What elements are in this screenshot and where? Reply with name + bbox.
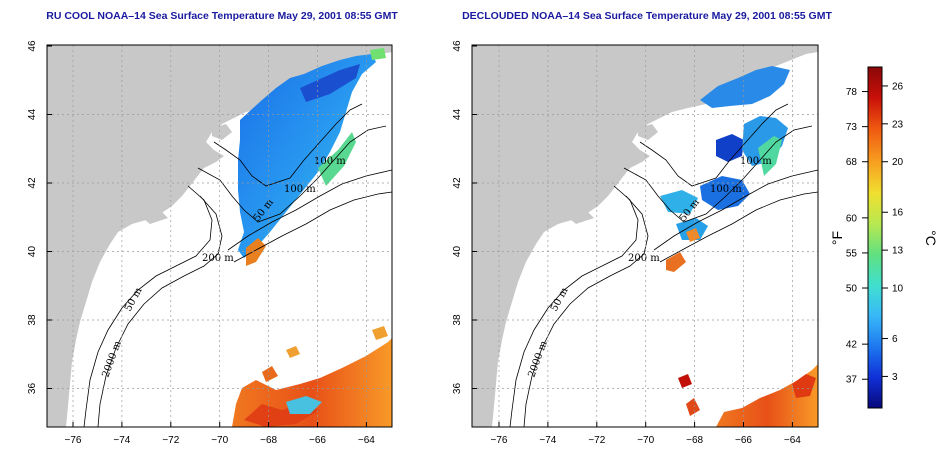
right-contours: [509, 103, 819, 428]
lat-tick-label: 46: [27, 40, 38, 52]
left-grid: [47, 45, 392, 427]
fahrenheit-tick-label: 42: [846, 340, 858, 351]
lon-tick-label: −74: [113, 435, 130, 446]
left-contours: [83, 103, 393, 428]
right-axes: 46 44 42 40 38 36 −76 −74 −72 −70 −68 −66 −64: [452, 40, 801, 446]
celsius-tick-label: 3: [892, 372, 898, 383]
lat-tick-label: 38: [27, 314, 38, 326]
lat-tick-label: 44: [27, 109, 38, 121]
contour-label-100m-left-b: 100 m: [284, 184, 316, 195]
lon-tick-label: −64: [784, 435, 801, 446]
celsius-tick-label: 16: [892, 208, 904, 219]
lon-tick-label: −72: [588, 435, 605, 446]
lat-tick-label: 40: [452, 246, 463, 258]
contour-label-100m-left-a: 100 m: [314, 156, 346, 167]
right-land-mass: [472, 45, 818, 427]
lon-tick-label: −76: [491, 435, 508, 446]
colorbar-gradient: [867, 66, 883, 409]
contour-label-200m-left: 200 m: [202, 253, 234, 264]
celsius-tick-label: 23: [892, 119, 904, 130]
lat-tick-label: 36: [452, 383, 463, 395]
fahrenheit-tick-label: 78: [846, 87, 858, 98]
fahrenheit-tick-label: 55: [846, 248, 858, 259]
contour-label-100m-right-b: 100 m: [710, 184, 742, 195]
colorbar-celsius-ticks: 26 23 20 16 13 10 6 3: [882, 81, 904, 383]
lon-tick-label: −70: [637, 435, 654, 446]
lon-tick-label: −76: [65, 435, 82, 446]
lon-tick-label: −68: [686, 435, 703, 446]
fahrenheit-tick-label: 50: [846, 284, 858, 295]
left-map-panel: RU COOL NOAA–14 Sea Surface Temperature …: [27, 10, 398, 446]
celsius-tick-label: 6: [892, 334, 898, 345]
right-panel-title: DECLOUDED NOAA–14 Sea Surface Temperatur…: [462, 10, 832, 22]
lat-tick-label: 42: [452, 177, 463, 189]
lat-tick-label: 36: [27, 383, 38, 395]
right-map-panel: DECLOUDED NOAA–14 Sea Surface Temperatur…: [452, 10, 832, 446]
lon-tick-label: −70: [211, 435, 228, 446]
left-land-mass: [47, 45, 392, 427]
lat-tick-label: 46: [452, 40, 463, 52]
left-axes: 46 44 42 40 38 36 −76 −74 −72 −70 −68 −66 −64: [27, 40, 375, 446]
colorbar-celsius-label: °C: [923, 230, 939, 246]
fahrenheit-tick-label: 37: [846, 375, 858, 386]
temperature-colorbar: °F °C 78 73 68 60 55 50 42 37 26 23 20 16 13 10 6 3: [829, 66, 939, 409]
lon-tick-label: −74: [539, 435, 556, 446]
lat-tick-label: 44: [452, 109, 463, 121]
left-panel-title: RU COOL NOAA–14 Sea Surface Temperature …: [46, 10, 398, 22]
fahrenheit-tick-label: 60: [846, 213, 858, 224]
celsius-tick-label: 20: [892, 157, 904, 168]
fahrenheit-tick-label: 73: [846, 122, 858, 133]
lon-tick-label: −72: [162, 435, 179, 446]
right-map-frame: [471, 44, 819, 428]
lon-tick-label: −68: [260, 435, 277, 446]
left-sst-data: [232, 48, 392, 427]
left-cool-swath: [238, 54, 376, 258]
colorbar-fahrenheit-ticks: 78 73 68 60 55 50 42 37: [846, 87, 868, 386]
celsius-tick-label: 13: [892, 246, 904, 257]
lon-tick-label: −64: [358, 435, 375, 446]
lat-tick-label: 38: [452, 314, 463, 326]
right-grid: [472, 45, 818, 427]
fahrenheit-tick-label: 68: [846, 157, 858, 168]
lon-tick-label: −66: [735, 435, 752, 446]
contour-label-100m-right-a: 100 m: [740, 156, 772, 167]
celsius-tick-label: 26: [892, 81, 904, 92]
lat-tick-label: 42: [27, 177, 38, 189]
colorbar-fahrenheit-label: °F: [829, 231, 845, 245]
lat-tick-label: 40: [27, 246, 38, 258]
lon-tick-label: −66: [309, 435, 326, 446]
celsius-tick-label: 10: [892, 284, 904, 295]
contour-label-200m-right: 200 m: [628, 253, 660, 264]
